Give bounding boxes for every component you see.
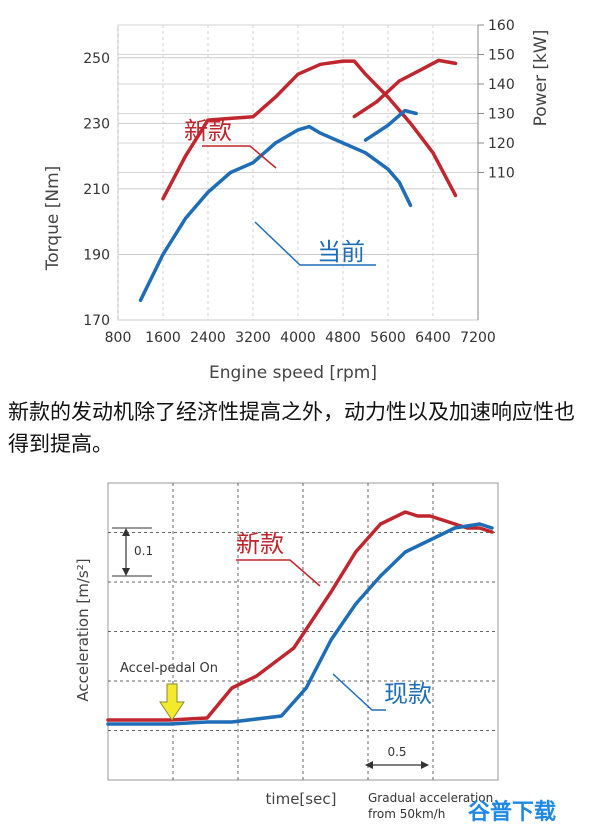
top-y-tick-label: 230 — [83, 116, 110, 132]
top-x-tick-label: 6400 — [415, 330, 451, 346]
torque-power-chart: 800 1600 2400 3200 4000 4800 5600 6400 7200 1701… — [43, 18, 551, 383]
bottom-gridlines — [108, 483, 498, 780]
top-x-tick-label: 5600 — [370, 330, 406, 346]
bottom-series-lines — [106, 510, 494, 726]
bottom-x-axis-title: time[sec] — [266, 790, 337, 808]
top-y2-tick-labels: 110 120 130 140 150 160 — [477, 18, 515, 320]
y-axis-title: Torque [Nm] — [43, 166, 63, 272]
top-x-tick-label: 800 — [105, 330, 132, 346]
top-y-tick-label: 190 — [83, 247, 110, 263]
leader-new-top — [202, 145, 277, 169]
top-y2-tick-label: 130 — [488, 107, 515, 123]
top-y-tick-labels: 170 190 210 230 250 — [83, 51, 110, 329]
series-label-new-bottom: 新款 — [236, 530, 284, 558]
bottom-series-1 — [106, 522, 494, 726]
top-series-torque-1 — [138, 124, 413, 303]
bottom-series-0 — [106, 510, 494, 722]
scale-x-arrowhead-left — [365, 761, 373, 769]
pedal-label: Accel-pedal On — [120, 661, 218, 676]
y2-axis-title: Power [kW] — [531, 30, 551, 127]
leader-current-top — [254, 221, 376, 266]
top-series-lines — [138, 58, 458, 303]
top-x-tick-label: 4000 — [280, 330, 316, 346]
series-label-current-top: 当前 — [317, 238, 365, 266]
series-label-new-top: 新款 — [184, 117, 232, 145]
top-x-tick-label: 1600 — [145, 330, 181, 346]
scale-y-arrowhead-up — [122, 528, 130, 536]
watermark-logo: 谷普下载 — [467, 800, 556, 825]
top-y2-tick-label: 140 — [488, 77, 515, 93]
scale-y-label: 0.1 — [134, 544, 153, 558]
leader-new-bottom — [236, 559, 321, 587]
top-y-tick-label: 170 — [83, 313, 110, 329]
acceleration-chart: 0.1 0.5 Accel-pedal On 新款 现款 Acceleratio… — [74, 482, 499, 821]
scale-x-label: 0.5 — [387, 745, 406, 759]
top-x-tick-label: 2400 — [190, 330, 226, 346]
x-axis-title: Engine speed [rpm] — [209, 363, 377, 383]
leader-current-bottom — [332, 673, 386, 711]
gradual-label-line1: Gradual acceleration — [368, 791, 493, 805]
bottom-y-axis-title: Acceleration [m/s²] — [74, 558, 92, 701]
top-y-tick-label: 250 — [83, 51, 110, 67]
top-series-power-2 — [352, 58, 458, 119]
top-y2-tick-label: 110 — [488, 166, 515, 182]
top-y-tick-label: 210 — [83, 182, 110, 198]
top-y2-tick-label: 120 — [488, 136, 515, 152]
top-x-tick-label: 3200 — [235, 330, 271, 346]
top-y2-tick-label: 150 — [488, 48, 515, 64]
scale-x-arrowhead-right — [421, 761, 429, 769]
top-x-tick-label: 7200 — [460, 330, 496, 346]
series-label-current-bottom: 现款 — [384, 680, 432, 708]
top-x-tick-label: 4800 — [325, 330, 361, 346]
top-y2-tick-label: 160 — [488, 18, 515, 34]
gradual-label-line2: from 50km/h — [368, 807, 445, 821]
scale-y-arrowhead-down — [122, 568, 130, 576]
pedal-arrow-icon — [159, 683, 185, 721]
top-series-power-3 — [363, 108, 418, 142]
top-x-tick-labels: 800 1600 2400 3200 4000 4800 5600 6400 7200 — [105, 330, 496, 346]
caption-text: 新款的发动机除了经济性提高之外，动力性以及加速响应性也得到提高。 — [8, 400, 575, 456]
